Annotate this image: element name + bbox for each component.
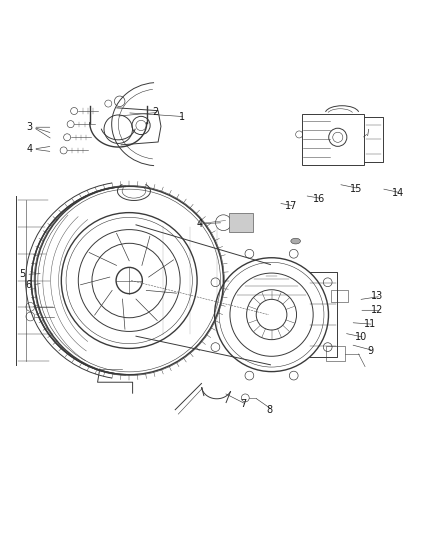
FancyBboxPatch shape	[229, 213, 253, 232]
Text: 15: 15	[350, 183, 362, 193]
Text: 1: 1	[179, 112, 185, 122]
Text: 12: 12	[371, 305, 384, 316]
Text: 13: 13	[371, 291, 384, 301]
Text: 4: 4	[196, 219, 202, 229]
Text: 14: 14	[392, 188, 404, 198]
Text: 11: 11	[364, 319, 376, 329]
Text: 10: 10	[355, 333, 367, 343]
Text: 17: 17	[285, 201, 297, 211]
Text: 4: 4	[27, 144, 33, 154]
Text: 7: 7	[240, 399, 246, 409]
Text: 9: 9	[367, 345, 373, 356]
Text: 8: 8	[266, 405, 272, 415]
Text: l: l	[367, 129, 369, 138]
Text: 6: 6	[25, 280, 32, 290]
Bar	[326, 346, 346, 361]
Text: 3: 3	[27, 122, 33, 132]
Text: 16: 16	[313, 193, 325, 204]
Ellipse shape	[291, 238, 300, 244]
Text: 5: 5	[20, 269, 26, 279]
Bar	[302, 114, 364, 165]
Bar	[331, 290, 348, 302]
Text: 2: 2	[152, 107, 159, 117]
